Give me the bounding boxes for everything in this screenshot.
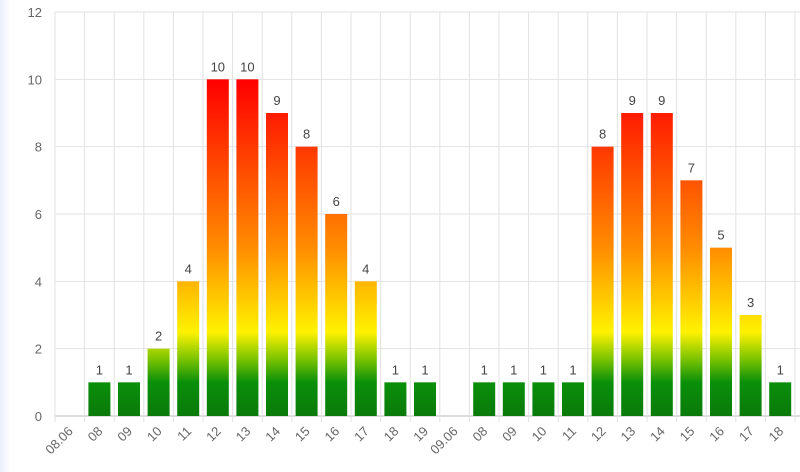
bar[interactable]	[88, 382, 111, 416]
x-tick-label: 17	[351, 424, 372, 445]
data-label: 1	[125, 362, 132, 377]
data-label: 4	[362, 261, 369, 276]
bar[interactable]	[118, 382, 140, 416]
x-tick-label: 18	[765, 424, 786, 445]
bar[interactable]	[266, 113, 288, 416]
y-axis: 0 2 4 6 8 10 12	[28, 5, 42, 424]
x-tick-label: 13	[617, 424, 638, 445]
bar[interactable]	[384, 382, 407, 416]
grid-lines	[54, 11, 800, 422]
bar[interactable]	[650, 113, 673, 416]
y-tick-label: 2	[35, 342, 42, 357]
x-tick-label: 16	[706, 424, 727, 445]
data-label: 9	[629, 93, 636, 108]
x-tick-label: 12	[588, 424, 609, 445]
data-label: 1	[392, 362, 399, 377]
data-label: 1	[421, 362, 428, 377]
x-tick-label: 14	[647, 424, 668, 445]
bar[interactable]	[710, 247, 732, 416]
x-tick-label: 10	[529, 424, 550, 445]
x-tick-label: 09.06	[427, 424, 461, 458]
bar[interactable]	[414, 382, 436, 416]
y-tick-label: 6	[35, 207, 42, 222]
x-tick-label: 15	[292, 424, 313, 445]
bar[interactable]	[147, 348, 170, 416]
bar[interactable]	[502, 382, 525, 416]
bar[interactable]	[354, 281, 377, 416]
bar[interactable]	[236, 79, 259, 416]
bar[interactable]	[680, 180, 703, 416]
data-label: 1	[510, 362, 517, 377]
bar[interactable]	[621, 113, 644, 416]
x-tick-label: 09	[499, 424, 520, 445]
data-label: 1	[540, 362, 547, 377]
data-label: 1	[481, 362, 488, 377]
data-label: 3	[747, 295, 754, 310]
bar[interactable]	[532, 382, 555, 416]
x-tick-label: 08.06	[42, 424, 76, 458]
bar[interactable]	[739, 315, 762, 416]
data-label: 9	[658, 93, 665, 108]
y-tick-label: 12	[28, 5, 42, 20]
y-tick-label: 8	[35, 140, 42, 155]
x-tick-label: 15	[677, 424, 698, 445]
x-tick-label: 10	[144, 424, 165, 445]
y-tick-label: 4	[35, 274, 42, 289]
y-tick-label: 0	[35, 409, 42, 424]
bar[interactable]	[473, 382, 496, 416]
bar[interactable]	[591, 146, 614, 416]
bar[interactable]	[325, 214, 348, 416]
x-tick-label: 11	[559, 424, 579, 444]
x-tick-label: 08	[469, 424, 490, 445]
x-tick-label: 16	[321, 424, 342, 445]
data-label: 9	[273, 93, 280, 108]
data-label: 10	[211, 59, 225, 74]
bar[interactable]	[206, 79, 229, 416]
y-tick-label: 10	[28, 72, 42, 87]
bar[interactable]	[177, 281, 200, 416]
data-label: 5	[717, 228, 724, 243]
data-label: 1	[96, 362, 103, 377]
data-label: 4	[185, 261, 192, 276]
bar-series	[88, 79, 792, 416]
data-label: 6	[333, 194, 340, 209]
x-tick-label: 09	[114, 424, 135, 445]
x-tick-label: 13	[233, 424, 254, 445]
x-tick-label: 08	[85, 424, 106, 445]
x-tick-label: 19	[410, 424, 431, 445]
data-label: 1	[569, 362, 576, 377]
data-label: 1	[777, 362, 784, 377]
bar[interactable]	[295, 146, 318, 416]
data-labels: 1 1 2 4 10 10 9 8 6 4 1 1 1 1 1 1 8 9 9 7 5 3 1	[96, 59, 784, 377]
x-tick-label: 14	[262, 424, 283, 445]
data-label: 8	[303, 127, 310, 142]
x-tick-label: 11	[174, 424, 194, 444]
bar[interactable]	[769, 382, 792, 416]
data-label: 7	[688, 160, 695, 175]
x-tick-label: 12	[203, 424, 224, 445]
data-label: 8	[599, 127, 606, 142]
data-label: 2	[155, 329, 162, 344]
data-label: 10	[240, 59, 254, 74]
x-tick-label: 17	[736, 424, 757, 445]
bar[interactable]	[562, 382, 584, 416]
x-tick-label: 18	[381, 424, 402, 445]
